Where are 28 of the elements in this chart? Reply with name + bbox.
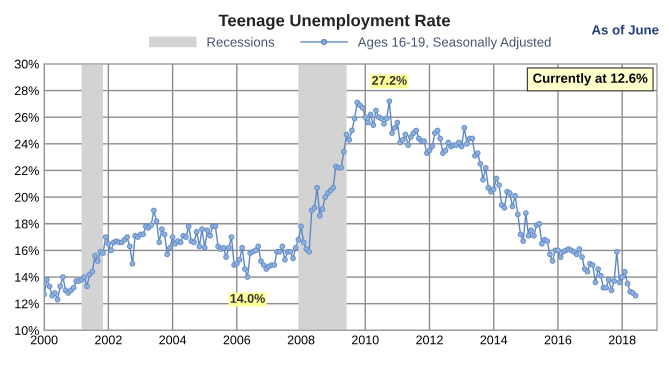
y-tick-label: 26% (14, 112, 39, 122)
annotation: 14.0% (230, 294, 265, 303)
x-tick-label: 2004 (159, 336, 186, 344)
y-tick-label: 20% (14, 192, 39, 202)
x-tick-label: 2016 (544, 336, 572, 344)
text: As of June (592, 24, 659, 35)
x-tick-label: 2008 (288, 336, 314, 344)
y-tick-label: 12% (15, 299, 39, 308)
x-tick-label: 2000 (30, 336, 58, 344)
x-tick-label: 2006 (224, 336, 250, 344)
y-tick-label: 28% (14, 86, 39, 96)
annotation: 27.2% (372, 76, 407, 85)
y-tick-label: 10% (15, 326, 39, 335)
y-tick-label: 22% (14, 166, 39, 176)
y-tick-label: 18% (15, 220, 39, 228)
y-tick-label: 14% (15, 272, 39, 282)
y-tick-label: 16% (15, 246, 39, 256)
y-tick-label: 30% (14, 60, 39, 69)
legend-label: Ages 16-19, Seasonally Adjusted (358, 37, 551, 50)
chart-title: Teenage Unemployment Rate (218, 14, 450, 30)
x-tick-label: 2014 (480, 336, 508, 344)
y-tick-label: 24% (14, 140, 39, 148)
x-tick-label: 2010 (352, 336, 379, 344)
annotation: Currently at 12.6% (533, 73, 648, 86)
x-tick-label: 2018 (608, 336, 636, 344)
legend-label: Recessions (208, 37, 274, 47)
x-tick-label: 2012 (416, 336, 443, 344)
x-tick-label: 2002 (95, 336, 122, 344)
